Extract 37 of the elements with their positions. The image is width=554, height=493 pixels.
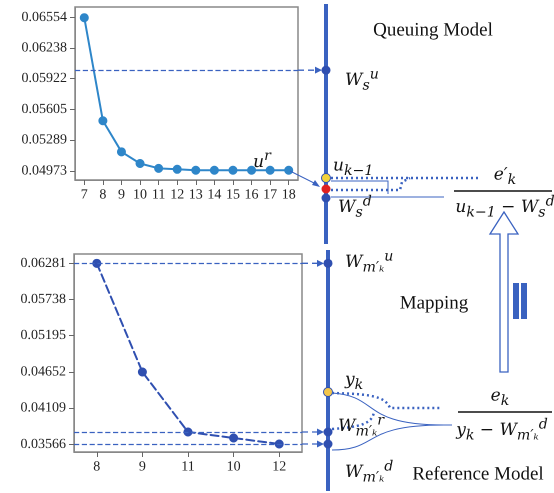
x-tick-label: 16 <box>244 188 259 202</box>
x-tick-label: 12 <box>170 188 184 202</box>
text: Queuing Model <box>373 20 493 40</box>
x-tick-label: 14 <box>207 188 222 202</box>
x-tick-label: 11 <box>152 188 166 202</box>
y-tick-label: 0.05195 <box>20 328 66 344</box>
y-tick-label: 0.05289 <box>22 132 67 148</box>
x-tick-label: 12 <box>272 460 286 474</box>
y-tick-label: 0.05922 <box>22 71 67 86</box>
x-tick-label: 10 <box>133 188 148 202</box>
annotation: u$^{r}$ <box>253 148 271 172</box>
x-tick-label: 9 <box>118 188 125 202</box>
y-tick-label: 0.06554 <box>22 10 67 25</box>
x-tick-label: 17 <box>263 188 278 202</box>
text: e′$_{k}$ <box>494 164 516 188</box>
text: u$_{k−1}$ <box>333 156 374 180</box>
text: Reference Model <box>412 464 544 484</box>
text: e$_{k}$ <box>490 386 510 410</box>
text: Mapping <box>400 292 468 314</box>
y-tick-label: 0.05738 <box>20 292 66 307</box>
x-tick-label: 7 <box>80 188 88 202</box>
x-tick-label: 13 <box>188 188 203 202</box>
y-tick-label: 0.06281 <box>20 256 66 271</box>
x-tick-label: 8 <box>99 188 106 202</box>
x-tick-label: 8 <box>93 460 100 474</box>
x-tick-label: 9 <box>138 460 146 474</box>
x-tick-label: 11 <box>181 460 195 474</box>
x-tick-label: 15 <box>226 188 240 202</box>
y-tick-label: 0.04652 <box>20 364 66 380</box>
y-tick-label: 0.04973 <box>22 163 67 178</box>
x-tick-label: 10 <box>226 460 241 474</box>
y-tick-label: 0.06238 <box>22 40 67 56</box>
y-tick-label: 0.05605 <box>22 102 67 118</box>
text: y$_{k}$ <box>345 370 364 394</box>
y-tick-label: 0.03566 <box>20 436 66 452</box>
x-tick-label: 18 <box>282 188 296 202</box>
y-tick-label: 0.04109 <box>20 400 66 416</box>
